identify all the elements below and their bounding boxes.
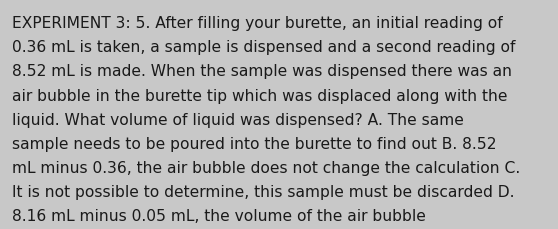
Text: mL minus 0.36, the air bubble does not change the calculation C.: mL minus 0.36, the air bubble does not c… <box>12 160 521 175</box>
Text: 8.16 mL minus 0.05 mL, the volume of the air bubble: 8.16 mL minus 0.05 mL, the volume of the… <box>12 208 426 223</box>
Text: air bubble in the burette tip which was displaced along with the: air bubble in the burette tip which was … <box>12 88 508 103</box>
Text: 0.36 mL is taken, a sample is dispensed and a second reading of: 0.36 mL is taken, a sample is dispensed … <box>12 40 516 55</box>
Text: It is not possible to determine, this sample must be discarded D.: It is not possible to determine, this sa… <box>12 184 515 199</box>
Text: 8.52 mL is made. When the sample was dispensed there was an: 8.52 mL is made. When the sample was dis… <box>12 64 512 79</box>
Text: liquid. What volume of liquid was dispensed? A. The same: liquid. What volume of liquid was dispen… <box>12 112 464 127</box>
Text: sample needs to be poured into the burette to find out B. 8.52: sample needs to be poured into the buret… <box>12 136 497 151</box>
Text: EXPERIMENT 3: 5. After filling your burette, an initial reading of: EXPERIMENT 3: 5. After filling your bure… <box>12 16 503 31</box>
